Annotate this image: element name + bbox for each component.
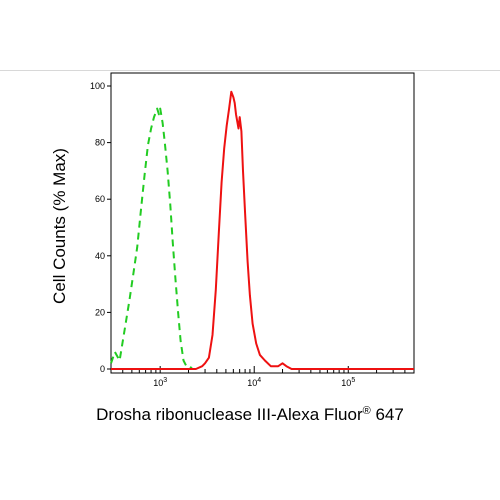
control-histogram-line [110,107,194,370]
x-tick-label: 105 [341,377,355,388]
y-tick-label: 20 [95,307,105,317]
y-tick-label: 60 [95,194,105,204]
x-tick-label: 103 [153,377,167,388]
top-divider-line [0,70,500,71]
y-tick-label: 80 [95,138,105,148]
chart-labels: Cell Counts (% Max) Drosha ribonuclease … [50,148,404,424]
chart-series [110,90,414,370]
x-axis-title-suffix: 647 [371,405,404,424]
x-axis-title: Drosha ribonuclease III-Alexa Fluor® 647 [96,405,404,424]
x-axis-title-registered: ® [363,405,371,417]
y-tick-label: 40 [95,251,105,261]
plot-frame [110,72,415,374]
sample-histogram-line [111,90,414,370]
y-tick-label: 0 [100,364,105,374]
y-tick-label: 100 [90,81,105,91]
x-axis-title-main: Drosha ribonuclease III-Alexa Fluor [96,405,363,424]
y-axis-title: Cell Counts (% Max) [50,148,69,304]
chart-axes: 0 20 40 60 80 100 103 104 105 [90,72,415,388]
x-tick-label: 104 [247,377,261,388]
